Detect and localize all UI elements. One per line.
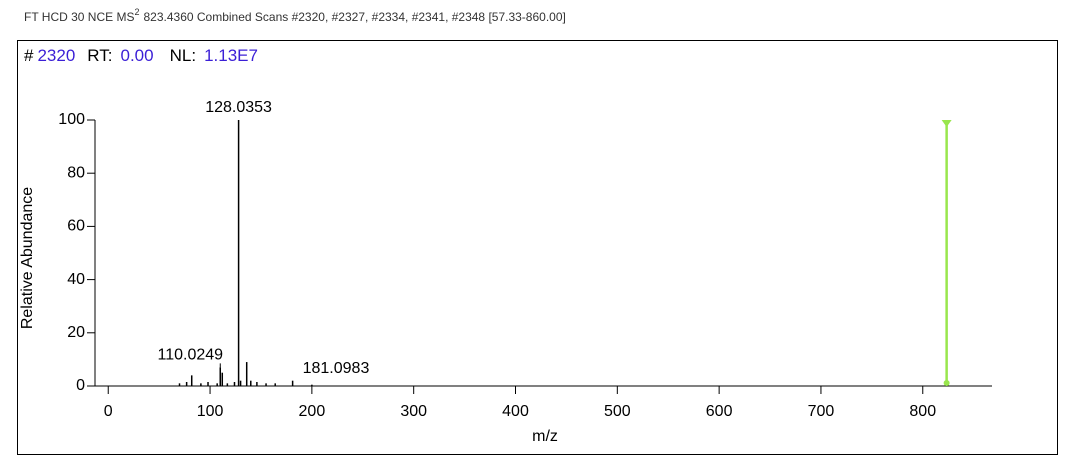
x-tick-label: 700 — [808, 403, 835, 420]
x-tick-label: 800 — [909, 403, 936, 420]
y-axis-label: Relative Abundance — [19, 187, 36, 329]
precursor-top — [941, 120, 952, 127]
x-tick-label: 200 — [299, 403, 326, 420]
nl: 1.13E7 — [204, 46, 258, 65]
x-tick-label: 0 — [104, 403, 113, 420]
x-tick-label: 400 — [502, 403, 529, 420]
x-tick-label: 600 — [706, 403, 733, 420]
x-tick-label: 300 — [400, 403, 427, 420]
header-superscript: 2 — [134, 7, 139, 17]
y-tick-label: 80 — [67, 164, 85, 181]
header-prefix: FT HCD 30 NCE MS — [24, 10, 134, 24]
peak-label: 128.0353 — [205, 99, 272, 116]
y-tick-label: 40 — [67, 271, 85, 288]
y-tick-label: 0 — [76, 377, 85, 394]
rt: 0.00 — [121, 46, 154, 65]
peak-label: 181.0983 — [303, 360, 370, 377]
header: FT HCD 30 NCE MS2 823.4360 Combined Scans… — [24, 7, 566, 24]
frame — [17, 40, 1058, 455]
y-tick-label: 20 — [67, 324, 85, 341]
peak-label: 110.0249 — [157, 347, 223, 364]
rt-label: RT: — [87, 46, 112, 65]
nl-label: NL: — [170, 46, 196, 65]
info: #2320 RT: 0.00 NL: 1.13E7 — [24, 46, 258, 65]
y-tick-label: 100 — [58, 111, 85, 128]
scan: 2320 — [37, 46, 75, 65]
x-tick-label: 100 — [197, 403, 224, 420]
scan-label: # — [24, 46, 34, 65]
precursor-base — [943, 380, 950, 386]
y-tick-label: 60 — [67, 218, 85, 235]
header-rest: 823.4360 Combined Scans #2320, #2327, #2… — [143, 10, 565, 24]
x-tick-label: 500 — [604, 403, 631, 420]
x-axis-label: m/z — [532, 428, 558, 445]
